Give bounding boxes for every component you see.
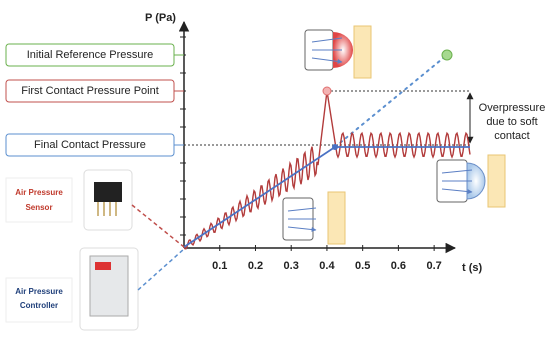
sensor-label: Sensor [25, 203, 52, 212]
x-tick-label: 0.4 [319, 260, 335, 272]
controller-label: Air Pressure [15, 287, 63, 296]
y-axis-label: P (Pa) [145, 12, 176, 24]
pressure-signal [183, 90, 471, 250]
x-tick-label: 0.7 [426, 260, 441, 272]
pressure-label: First Contact Pressure Point [21, 85, 159, 97]
peak-point [322, 86, 332, 96]
sensor-pins [97, 202, 117, 216]
controller-display [95, 262, 111, 270]
label-card [5, 277, 73, 323]
nozzle-approach [282, 191, 346, 245]
pressure-trend [183, 146, 470, 248]
nozzle-final [436, 154, 506, 208]
reference-point [441, 49, 453, 61]
label-card [5, 177, 73, 223]
nozzle-peak [304, 25, 372, 79]
annotation: Overpressure [479, 102, 546, 114]
x-tick-label: 0.1 [212, 260, 227, 272]
controller-label: Controller [20, 301, 58, 310]
projection [334, 54, 448, 148]
sensor-label: Air Pressure [15, 188, 63, 197]
pressure-label: Initial Reference Pressure [27, 49, 154, 61]
connector [137, 248, 185, 291]
x-tick-label: 0.5 [355, 260, 370, 272]
x-axis-label: t (s) [462, 262, 483, 274]
annotation: due to soft [486, 116, 537, 128]
annotation: contact [494, 130, 529, 142]
connector [131, 204, 185, 248]
contact-point [332, 144, 338, 150]
y-axis-ticks [180, 36, 186, 236]
sensor-body [94, 182, 122, 202]
pressure-label: Final Contact Pressure [34, 139, 146, 151]
x-tick-label: 0.6 [391, 260, 406, 272]
x-tick-label: 0.2 [248, 260, 263, 272]
x-tick-label: 0.3 [284, 260, 299, 272]
